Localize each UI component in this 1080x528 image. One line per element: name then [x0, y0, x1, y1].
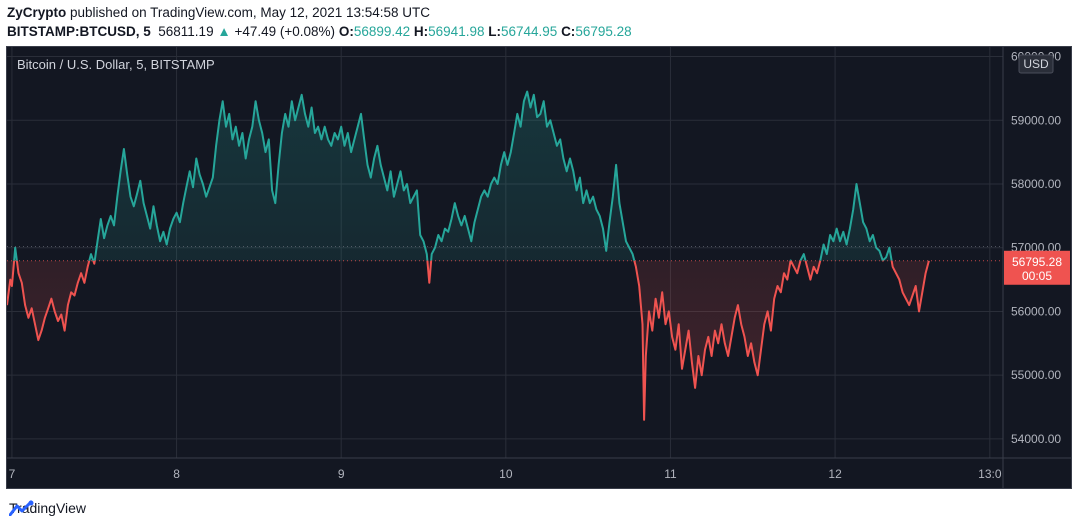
- open-label: O:: [338, 24, 354, 39]
- current-price-label: 56795.28: [1012, 255, 1062, 269]
- price-line-up: [13, 90, 929, 261]
- tradingview-logo-icon: [9, 500, 34, 516]
- low-label: L:: [488, 24, 501, 39]
- close-label: C:: [561, 24, 576, 39]
- bar-countdown: 00:05: [1022, 269, 1052, 283]
- close-value: 56795.28: [575, 24, 632, 39]
- x-tick-label: 8: [173, 467, 180, 481]
- footer: TradingView: [9, 500, 86, 516]
- high-label: H:: [413, 24, 429, 39]
- high-value: 56941.98: [428, 24, 485, 39]
- chart-panel[interactable]: 60000.0059000.0058000.0057000.0056000.00…: [6, 46, 1072, 489]
- x-tick-label: 10: [499, 467, 513, 481]
- price-line-down: [7, 260, 930, 421]
- chart-title: Bitcoin / U.S. Dollar, 5, BITSTAMP: [17, 57, 215, 72]
- publish-info: ZyCrypto published on TradingView.com, M…: [7, 5, 430, 20]
- low-value: 56744.95: [500, 24, 558, 39]
- x-tick-label: 7: [9, 467, 16, 481]
- y-tick-label: 59000.00: [1011, 113, 1061, 127]
- y-tick-label: 58000.00: [1011, 177, 1061, 191]
- area-above-baseline: [14, 91, 892, 261]
- symbol: BITSTAMP:BTCUSD, 5: [7, 24, 151, 39]
- price-chart[interactable]: 60000.0059000.0058000.0057000.0056000.00…: [7, 47, 1071, 488]
- current-price-tag: [1004, 250, 1070, 285]
- published-text: published on TradingView.com, May 12, 20…: [70, 5, 431, 20]
- author-name: ZyCrypto: [7, 5, 67, 20]
- y-tick-label: 56000.00: [1011, 304, 1061, 318]
- x-tick-label: 9: [338, 467, 345, 481]
- currency-label: USD: [1023, 57, 1049, 71]
- area-below-baseline: [7, 260, 929, 420]
- x-tick-label: 11: [664, 467, 677, 481]
- change-value: +47.49 (+0.08%): [234, 24, 336, 39]
- y-tick-label: 55000.00: [1011, 368, 1061, 382]
- y-tick-label: 54000.00: [1011, 432, 1061, 446]
- x-tick-label: 12: [828, 467, 842, 481]
- last-price: 56811.19: [158, 24, 214, 39]
- up-arrow-icon: ▲: [217, 24, 231, 39]
- ohlc-line: BITSTAMP:BTCUSD, 5 56811.19 ▲ +47.49 (+0…: [7, 24, 632, 39]
- currency-badge: [1018, 54, 1054, 74]
- open-value: 56899.42: [353, 24, 411, 39]
- x-tick-label: 13:0: [978, 467, 1002, 481]
